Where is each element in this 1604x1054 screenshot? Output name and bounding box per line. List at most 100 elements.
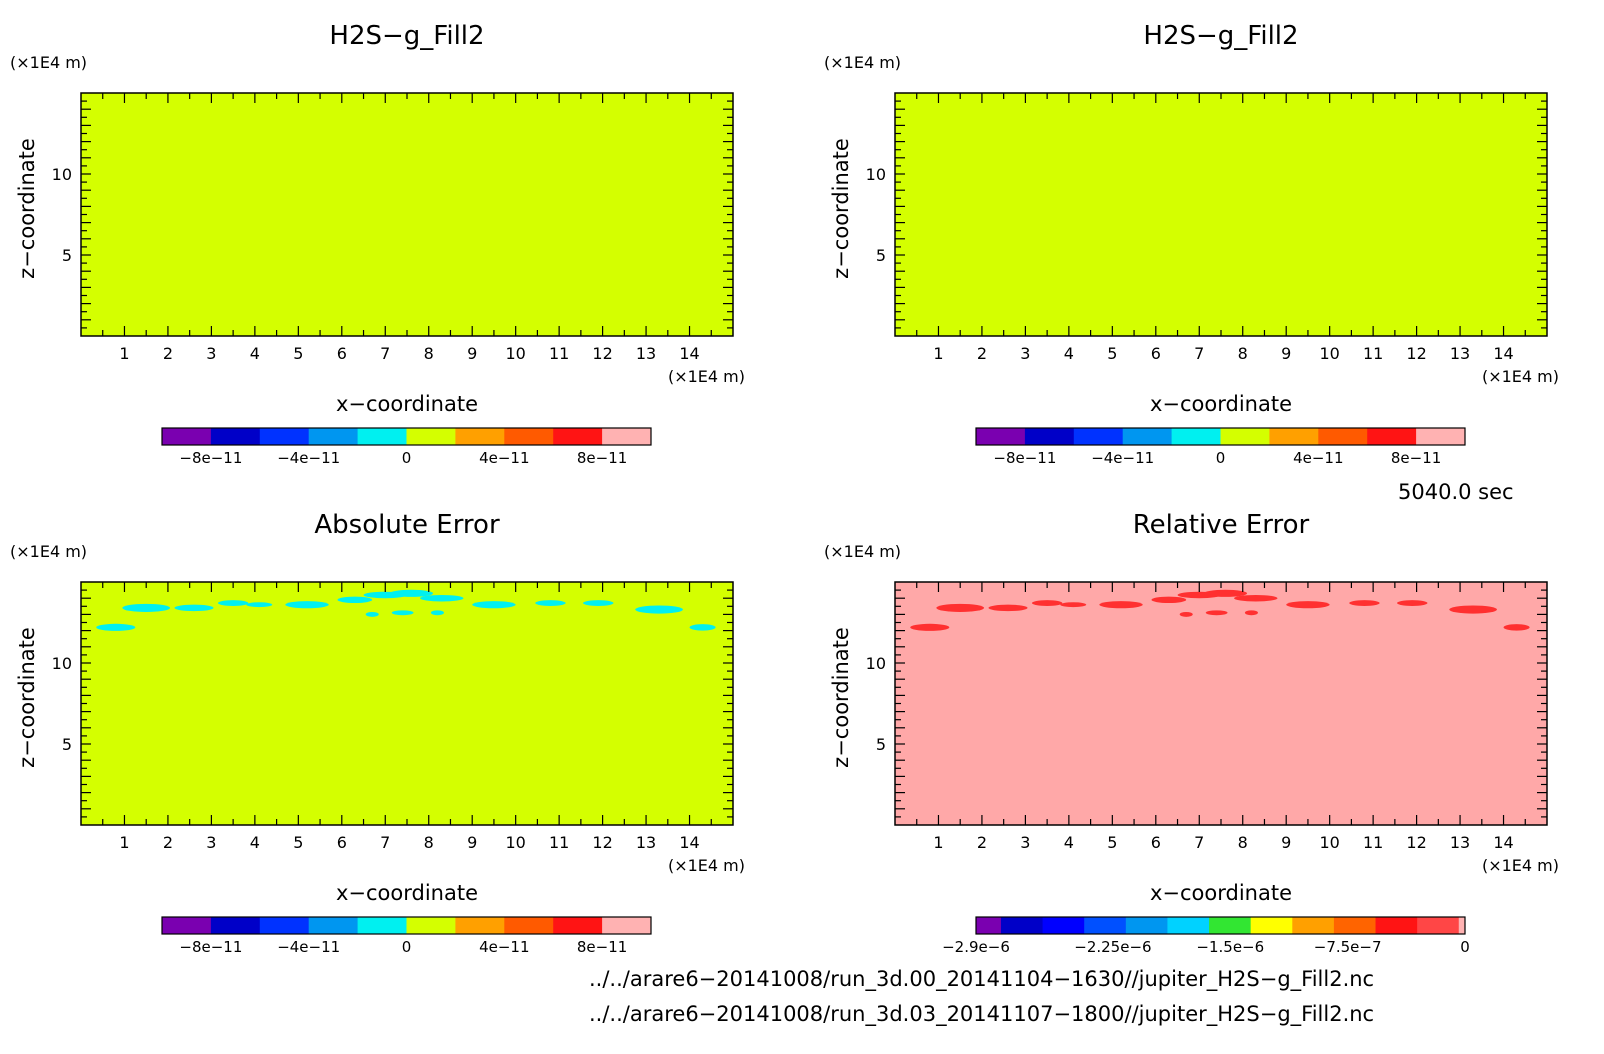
- x-tick-label: 13: [636, 833, 656, 852]
- x-tick-label: 4: [1064, 833, 1074, 852]
- error-patch: [1234, 594, 1278, 602]
- x-tick-label: 14: [1493, 344, 1513, 363]
- field-area: [895, 93, 1547, 336]
- y-unit-label: (×1E4 m): [824, 542, 901, 561]
- colorbar: −8e−11 −4e−11 0 4e−11 8e−11: [161, 916, 652, 956]
- colorbar-swatch: [1333, 917, 1377, 934]
- colorbar-swatch: [162, 917, 212, 934]
- colorbar-label: 4e−11: [1293, 449, 1343, 467]
- x-tick-label: 12: [592, 833, 612, 852]
- x-tick-label: 8: [424, 344, 434, 363]
- colorbar-label: 0: [1460, 938, 1470, 956]
- x-tick-label: 5: [293, 344, 303, 363]
- colorbar-swatch: [259, 428, 310, 445]
- colorbar-label: 8e−11: [577, 938, 627, 956]
- colorbar-swatch: [455, 917, 505, 934]
- x-tick-label: 7: [380, 344, 390, 363]
- x-tick-label: 6: [1151, 344, 1161, 363]
- y-tick-label: 5: [62, 246, 72, 265]
- colorbar-label: 4e−11: [479, 449, 529, 467]
- colorbar-swatch: [1292, 917, 1335, 934]
- colorbar-label: −2.9e−6: [942, 938, 1010, 956]
- x-axis-label: x−coordinate: [1150, 881, 1292, 905]
- x-tick-label: 9: [467, 344, 477, 363]
- x-axis-label: x−coordinate: [336, 392, 478, 416]
- error-patch: [1397, 600, 1428, 606]
- error-patch: [122, 603, 171, 612]
- error-patch: [472, 601, 516, 609]
- x-tick-label: 13: [1450, 344, 1470, 363]
- x-tick-label: 10: [505, 833, 525, 852]
- colorbar-swatch: [162, 428, 212, 445]
- colorbar-swatch: [1209, 917, 1252, 934]
- colorbar-swatch: [357, 428, 407, 445]
- x-tick-label: 12: [1406, 833, 1426, 852]
- error-patch: [337, 596, 373, 604]
- x-tick-label: 3: [206, 344, 216, 363]
- x-tick-label: 9: [467, 833, 477, 852]
- x-tick-label: 11: [1363, 833, 1383, 852]
- colorbar-swatch: [1417, 917, 1460, 934]
- time-label: 5040.0 sec: [1398, 480, 1514, 504]
- x-tick-label: 10: [1319, 833, 1339, 852]
- colorbar-label: 0: [402, 449, 412, 467]
- error-patch: [988, 604, 1028, 612]
- x-tick-label: 6: [337, 833, 347, 852]
- colorbar-swatch: [406, 917, 456, 934]
- colorbar-swatch: [1084, 917, 1127, 934]
- colorbar-swatch: [1250, 917, 1293, 934]
- y-tick-label: 5: [62, 735, 72, 754]
- x-tick-label: 3: [1020, 833, 1030, 852]
- panel-title: H2S−g_Fill2: [329, 21, 484, 51]
- x-tick-label: 5: [293, 833, 303, 852]
- colorbar-label: 4e−11: [479, 938, 529, 956]
- x-tick-label: 8: [1238, 344, 1248, 363]
- colorbar: −2.9e−6 −2.25e−6 −1.5e−6 −7.5e−7 0: [942, 916, 1470, 956]
- error-patch: [1031, 600, 1063, 606]
- error-patch: [936, 603, 985, 612]
- x-tick-label: 13: [636, 344, 656, 363]
- panel-2: H2S−g_Fill2(×1E4 m)1 2 3 4 5 6 7 8 9 10 11 12 13 1451…: [824, 21, 1559, 467]
- colorbar-label: 8e−11: [1391, 449, 1441, 467]
- colorbar-swatch: [1458, 917, 1466, 934]
- colorbar-swatch: [1122, 428, 1173, 445]
- colorbar-swatch: [1318, 428, 1368, 445]
- x-tick-label: 1: [119, 833, 129, 852]
- colorbar-swatch: [1024, 428, 1075, 445]
- error-patch: [391, 610, 414, 616]
- y-tick-label: 5: [876, 246, 886, 265]
- colorbar-label: −4e−11: [277, 938, 340, 956]
- colorbar-label: −1.5e−6: [1196, 938, 1264, 956]
- x-tick-label: 6: [337, 344, 347, 363]
- x-tick-label: 5: [1107, 344, 1117, 363]
- error-patch: [96, 623, 136, 631]
- x-tick-label: 14: [679, 833, 699, 852]
- panel-title: H2S−g_Fill2: [1143, 21, 1298, 51]
- x-tick-label: 11: [549, 344, 569, 363]
- colorbar-frame: [161, 916, 652, 935]
- x-tick-label: 9: [1281, 344, 1291, 363]
- colorbar-swatch: [210, 917, 261, 934]
- x-tick-label: 10: [1319, 344, 1339, 363]
- colorbar: −8e−11 −4e−11 0 4e−11 8e−11: [975, 427, 1466, 467]
- x-axis-label: x−coordinate: [336, 881, 478, 905]
- x-tick-label: 12: [592, 344, 612, 363]
- colorbar-swatch: [553, 428, 603, 445]
- y-axis-label: z−coordinate: [829, 627, 853, 768]
- x-tick-label: 8: [424, 833, 434, 852]
- error-patch: [1449, 605, 1498, 614]
- y-tick-label: 10: [866, 165, 886, 184]
- x-tick-label: 2: [163, 833, 173, 852]
- colorbar-label: −8e−11: [179, 449, 242, 467]
- panel-1: H2S−g_Fill2(×1E4 m)1 2 3 4 5 6 7 8 9 10 11 12 13 1451…: [10, 21, 745, 467]
- feature-group: [96, 589, 716, 631]
- y-unit-label: (×1E4 m): [10, 542, 87, 561]
- colorbar-label: −8e−11: [993, 449, 1056, 467]
- x-unit-label: (×1E4 m): [1482, 856, 1559, 875]
- error-patch: [1203, 589, 1248, 597]
- error-patch: [1205, 610, 1228, 616]
- colorbar-swatch: [308, 917, 359, 934]
- error-patch: [1349, 600, 1380, 606]
- error-patch: [430, 610, 444, 616]
- colorbar-swatch: [1073, 428, 1124, 445]
